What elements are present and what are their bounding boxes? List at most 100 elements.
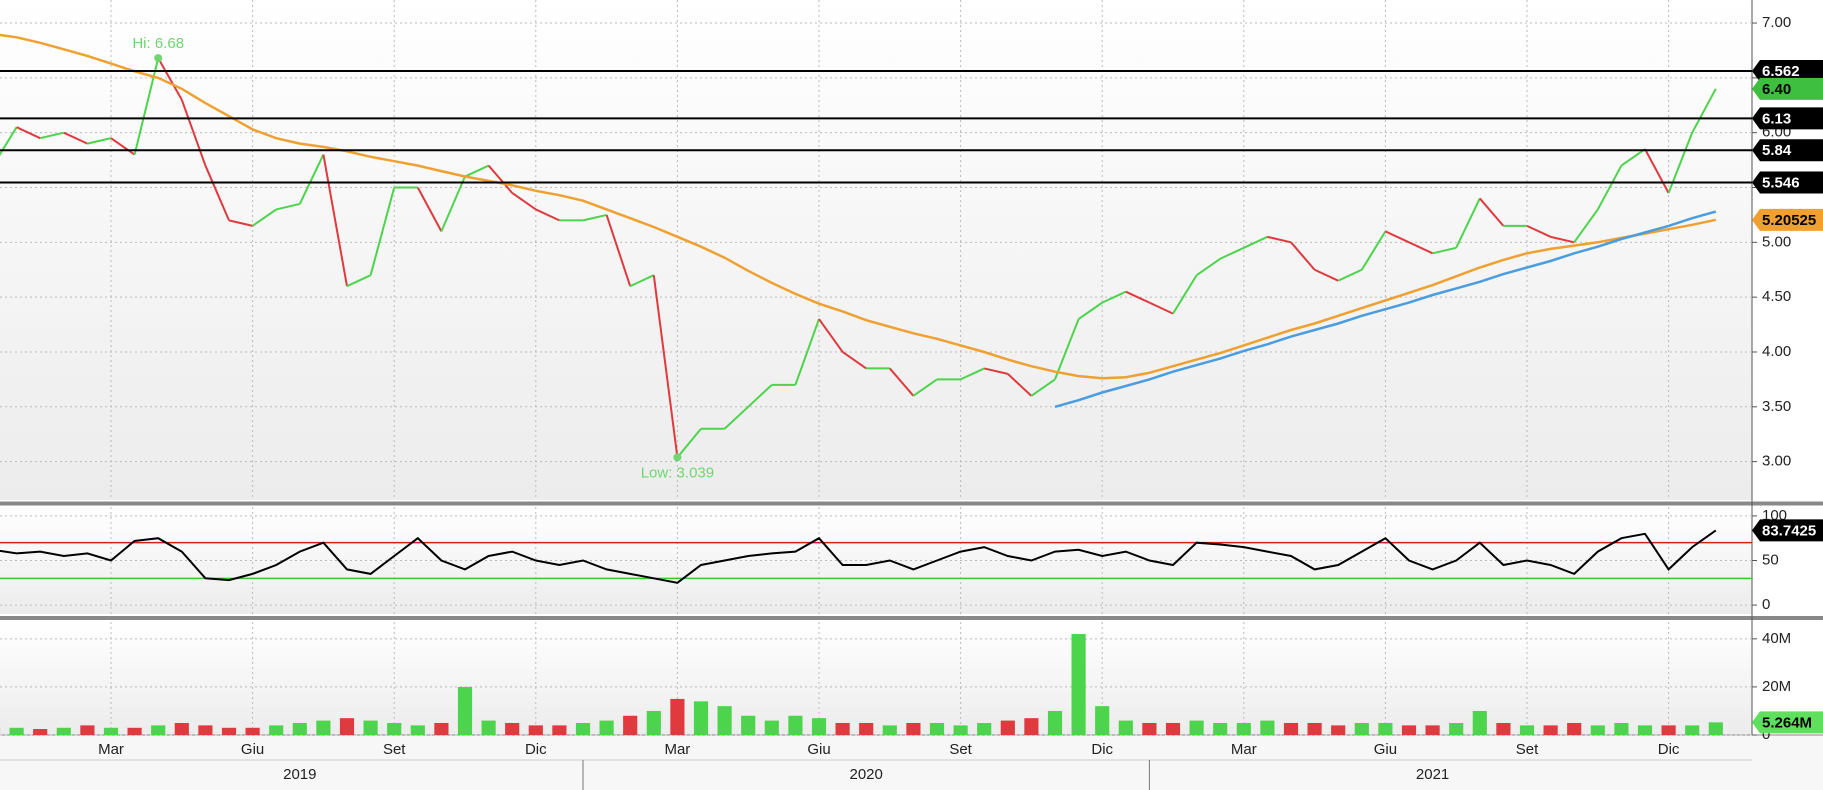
value-tag [1752, 60, 1823, 83]
volume-bar [1000, 720, 1015, 735]
price-segment [676, 428, 702, 458]
volume-bar [764, 720, 779, 735]
x-tick-label: Mar [98, 741, 124, 758]
volume-bar [1543, 725, 1558, 735]
volume-bar [127, 727, 142, 735]
price-segment [983, 367, 1009, 375]
price-segment [1644, 148, 1670, 194]
volume-bar [1213, 722, 1228, 735]
x-tick-label: Set [1516, 741, 1539, 758]
price-segment [912, 378, 938, 397]
volume-bar [1637, 725, 1653, 735]
price-segment [1267, 235, 1292, 244]
volume-bar [906, 722, 921, 735]
price-segment [1526, 224, 1552, 238]
volume-bar [174, 722, 189, 735]
value-tag-label: 83.7425 [1762, 522, 1816, 539]
series-line [0, 33, 1717, 380]
volume-bar [1401, 725, 1417, 735]
price-segment [1408, 241, 1434, 255]
price-segment [416, 187, 443, 232]
volume-bar [103, 727, 119, 735]
volume-bar [528, 725, 543, 735]
volume-bar [1283, 722, 1299, 735]
value-tag [1752, 77, 1823, 100]
y-tick-label: 50 [1762, 551, 1779, 568]
price-segment [1455, 198, 1481, 249]
value-tag-label: 5.546 [1762, 174, 1800, 191]
volume-bar [1661, 725, 1676, 735]
price-segment [369, 187, 396, 276]
volume-bar [198, 725, 213, 735]
price-segment [1101, 290, 1127, 304]
price-segment [1196, 257, 1221, 277]
price-segment [204, 165, 230, 221]
value-tag [1752, 107, 1823, 130]
price-segment [1030, 378, 1056, 397]
volume-bar [221, 727, 237, 735]
volume-bar [623, 715, 638, 735]
volume-bar [316, 720, 331, 735]
volume-bar [1519, 725, 1535, 735]
x-tick-label: Dic [1091, 741, 1113, 758]
volume-bar [552, 725, 567, 735]
y-tick-label: 0 [1762, 596, 1770, 613]
price-segment [1078, 301, 1103, 320]
price-segment [39, 131, 65, 140]
price-segment [322, 154, 348, 287]
x-tick-label: Giu [241, 741, 264, 758]
volume-bar [1614, 722, 1629, 735]
value-tag [1752, 171, 1823, 194]
price-segment [1219, 246, 1245, 260]
volume-bar [457, 686, 473, 735]
volume-bar [1685, 725, 1700, 735]
volume-bar [599, 720, 614, 735]
price-segment [1384, 230, 1410, 244]
volume-bar [1708, 722, 1723, 735]
volume-bar [977, 722, 992, 735]
price-segment [1148, 301, 1174, 315]
volume-bar [1142, 722, 1157, 735]
annotation-label: Hi: 6.68 [132, 35, 184, 52]
price-segment [440, 176, 466, 232]
volume-bar [670, 698, 685, 735]
x-tick-label: Set [949, 741, 972, 758]
price-segment [252, 208, 277, 227]
value-tag-label: 6.562 [1762, 63, 1800, 80]
y-tick-label: 4.00 [1762, 343, 1791, 360]
price-segment [275, 202, 301, 211]
volume-bar [387, 722, 402, 735]
price-segment [1479, 197, 1505, 227]
x-tick-label: Dic [525, 741, 547, 758]
volume-bar [929, 722, 945, 735]
volume-bar [859, 722, 874, 735]
price-segment [1172, 274, 1198, 315]
volume-bar [1449, 722, 1464, 735]
price-segment [16, 126, 41, 140]
x-tick-label: Giu [1374, 741, 1397, 758]
price-segment [110, 137, 136, 156]
y-tick-label: 4.50 [1762, 288, 1791, 305]
price-segment [652, 275, 679, 458]
volume-bar [1331, 725, 1346, 735]
price-segment [0, 126, 18, 157]
volume-bar [245, 727, 260, 735]
value-tag-label: 5.264M [1762, 714, 1812, 731]
value-tag [1752, 519, 1823, 542]
volume-bar [481, 720, 496, 735]
volume-bar [410, 725, 425, 735]
price-segment [818, 318, 844, 353]
volume-bar [1260, 720, 1275, 735]
price-segment [535, 208, 560, 222]
volume-bar [788, 715, 803, 735]
value-tag [1752, 139, 1823, 162]
price-segment [1314, 268, 1339, 282]
price-segment [1243, 235, 1268, 249]
price-segment [298, 154, 325, 205]
volume-bar [1590, 725, 1605, 735]
y-tick-label: 3.50 [1762, 398, 1791, 415]
price-segment [582, 213, 607, 222]
price-segment [228, 219, 253, 227]
volume-bar [505, 722, 520, 735]
